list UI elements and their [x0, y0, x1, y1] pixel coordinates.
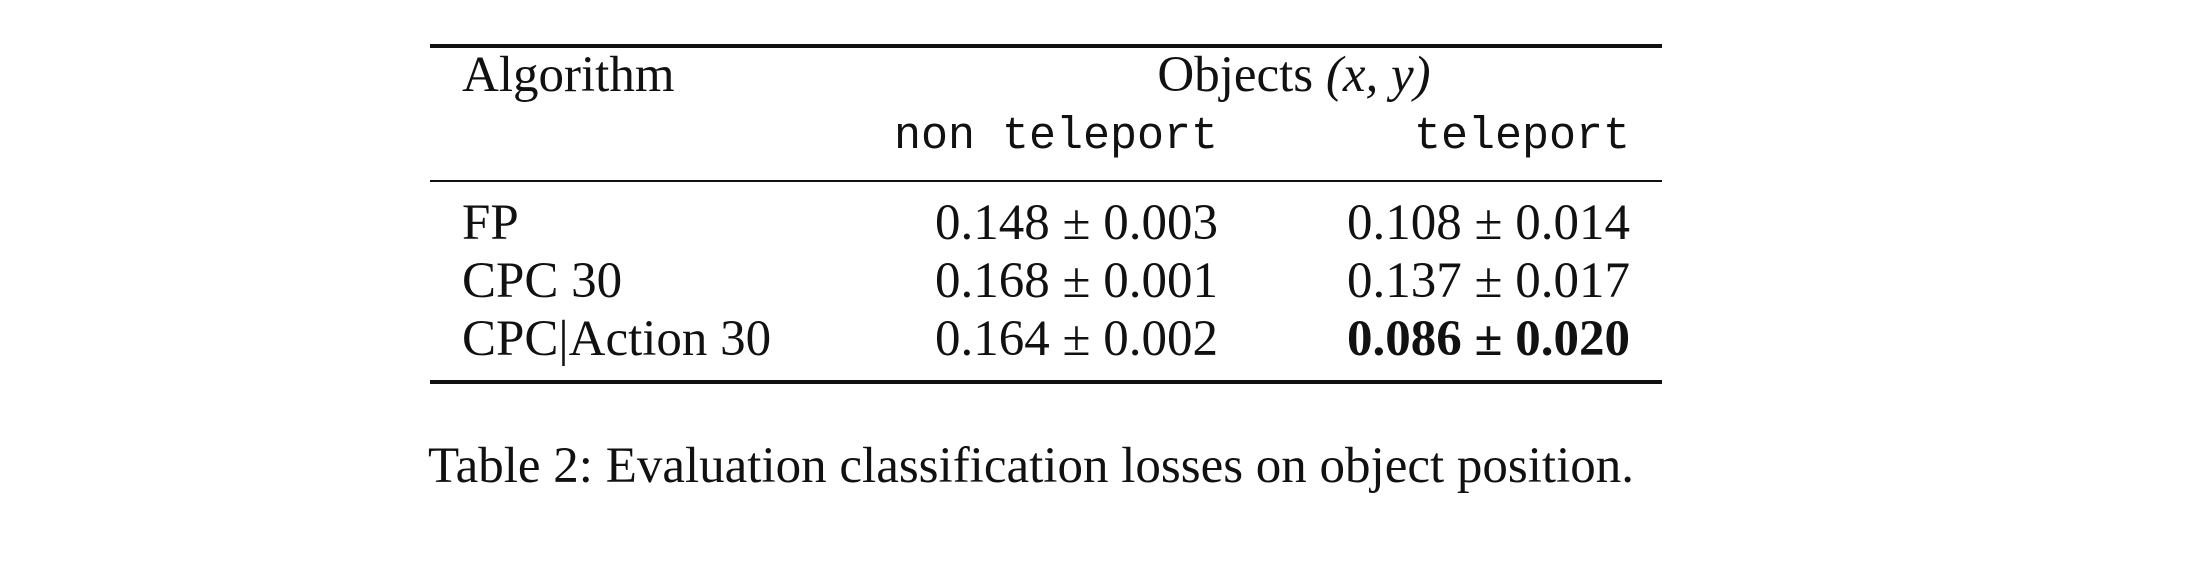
row-teleport-value: 0.137 ± 0.017: [1347, 253, 1630, 309]
row-non-teleport-value: 0.148 ± 0.003: [935, 195, 1218, 251]
header-teleport: teleport: [1413, 111, 1631, 162]
row-non-teleport-value: 0.164 ± 0.002: [935, 311, 1218, 367]
row-algorithm: FP: [462, 195, 519, 251]
table-body: FP 0.148 ± 0.003 0.108 ± 0.014 CPC 30 0.…: [430, 182, 1662, 380]
table-row: FP 0.148 ± 0.003 0.108 ± 0.014: [430, 182, 1662, 252]
table-row: CPC|Action 30 0.164 ± 0.002 0.086 ± 0.02…: [430, 310, 1662, 380]
table-row: CPC 30 0.168 ± 0.001 0.137 ± 0.017: [430, 252, 1662, 310]
header-objects-label: Objects: [1157, 47, 1314, 103]
table-header: Algorithm Objects (x, y) non teleport te…: [430, 48, 1662, 180]
results-table: Algorithm Objects (x, y) non teleport te…: [430, 44, 1662, 384]
row-teleport-value-best: 0.086 ± 0.020: [1347, 311, 1630, 367]
header-empty-cell: [430, 102, 806, 180]
row-teleport-value: 0.108 ± 0.014: [1347, 195, 1630, 251]
top-rule: [430, 44, 1662, 48]
header-non-teleport: non teleport: [893, 111, 1218, 162]
bottom-rule: [430, 380, 1662, 384]
mid-rule: [430, 180, 1662, 182]
header-objects-group: Objects (x, y): [806, 48, 1662, 102]
row-non-teleport-value: 0.168 ± 0.001: [935, 253, 1218, 309]
header-algorithm: Algorithm: [462, 47, 675, 103]
row-algorithm: CPC 30: [462, 253, 623, 309]
row-algorithm: CPC|Action 30: [462, 311, 772, 367]
table-caption: Table 2: Evaluation classification losse…: [428, 438, 1635, 494]
header-objects-math: (x, y): [1325, 47, 1431, 103]
